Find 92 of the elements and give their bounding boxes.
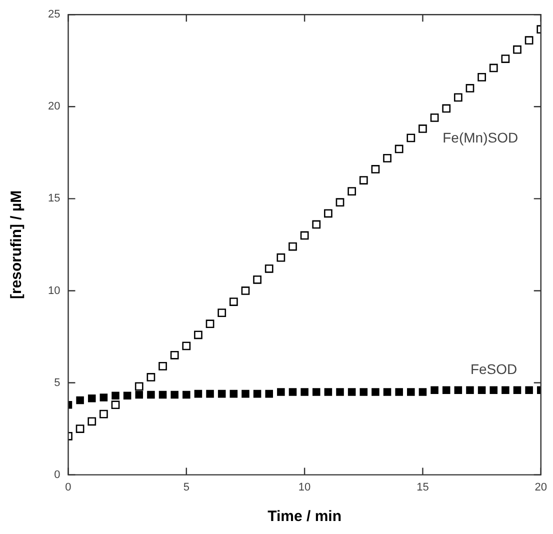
- x-tick-label: 0: [65, 481, 72, 494]
- point: [502, 386, 510, 394]
- point: [513, 45, 522, 54]
- x-axis-title: Time / min: [268, 508, 342, 526]
- point: [312, 388, 320, 396]
- point: [170, 350, 179, 360]
- point: [242, 390, 250, 398]
- point: [489, 64, 498, 72]
- point: [336, 198, 344, 207]
- point: [182, 390, 190, 399]
- point: [194, 330, 202, 340]
- point: [218, 390, 226, 398]
- point: [442, 104, 451, 113]
- x-tick-label: 20: [534, 481, 548, 494]
- point: [478, 73, 486, 82]
- y-tick-label: 10: [48, 284, 60, 297]
- point: [454, 93, 462, 102]
- point: [324, 388, 332, 396]
- point: [394, 144, 404, 154]
- point: [359, 176, 368, 184]
- point: [100, 394, 108, 402]
- point: [478, 386, 486, 394]
- point: [406, 134, 416, 142]
- point: [466, 84, 474, 92]
- point: [348, 388, 356, 396]
- point: [76, 396, 84, 404]
- point: [418, 124, 427, 133]
- point: [206, 390, 214, 398]
- point: [194, 390, 202, 398]
- point: [300, 231, 309, 240]
- point: [100, 410, 108, 418]
- point: [418, 388, 427, 396]
- y-tick-label: 0: [54, 468, 60, 481]
- x-tick-label: 5: [183, 481, 190, 494]
- point: [158, 390, 167, 399]
- point: [395, 388, 403, 396]
- point: [336, 388, 344, 396]
- point: [229, 298, 238, 306]
- point: [288, 242, 297, 251]
- point: [454, 386, 462, 394]
- point: [430, 114, 439, 122]
- point: [430, 386, 438, 394]
- y-axis-title: [resorufin] / µM: [8, 190, 26, 300]
- point: [146, 373, 156, 382]
- point: [371, 165, 380, 174]
- point: [300, 388, 308, 396]
- point: [383, 154, 392, 162]
- point: [466, 386, 474, 394]
- point: [253, 275, 262, 284]
- point: [111, 400, 120, 410]
- point: [501, 54, 510, 63]
- point: [241, 286, 250, 295]
- point: [442, 386, 450, 394]
- y-tick-label: 20: [48, 100, 60, 113]
- point: [135, 390, 144, 399]
- point: [88, 417, 96, 426]
- point: [112, 392, 120, 400]
- point: [513, 386, 522, 394]
- point: [407, 388, 415, 396]
- x-tick-label: 10: [298, 481, 311, 494]
- point: [158, 362, 167, 370]
- point: [360, 388, 368, 396]
- point: [76, 424, 84, 433]
- point: [218, 308, 226, 317]
- point: [383, 388, 392, 396]
- point: [182, 342, 191, 350]
- point: [324, 209, 332, 218]
- point: [348, 187, 356, 196]
- point: [88, 394, 96, 402]
- series-label: FeSOD: [470, 360, 518, 377]
- y-tick-label: 25: [48, 8, 60, 21]
- point: [524, 36, 534, 45]
- y-tick-label: 5: [54, 376, 60, 389]
- point: [312, 220, 321, 229]
- point: [288, 388, 297, 396]
- series-label: Fe(Mn)SOD: [442, 129, 518, 146]
- point: [525, 386, 533, 394]
- point: [264, 264, 274, 273]
- point: [206, 320, 214, 328]
- point: [253, 390, 262, 398]
- point: [265, 390, 273, 398]
- point: [123, 392, 132, 400]
- point: [147, 390, 155, 399]
- point: [372, 388, 380, 396]
- point: [277, 388, 285, 396]
- point: [276, 253, 286, 262]
- point: [230, 390, 238, 398]
- point: [134, 382, 144, 391]
- point: [490, 386, 498, 394]
- x-tick-label: 15: [416, 481, 429, 494]
- y-tick-label: 15: [48, 192, 60, 205]
- point: [170, 390, 178, 399]
